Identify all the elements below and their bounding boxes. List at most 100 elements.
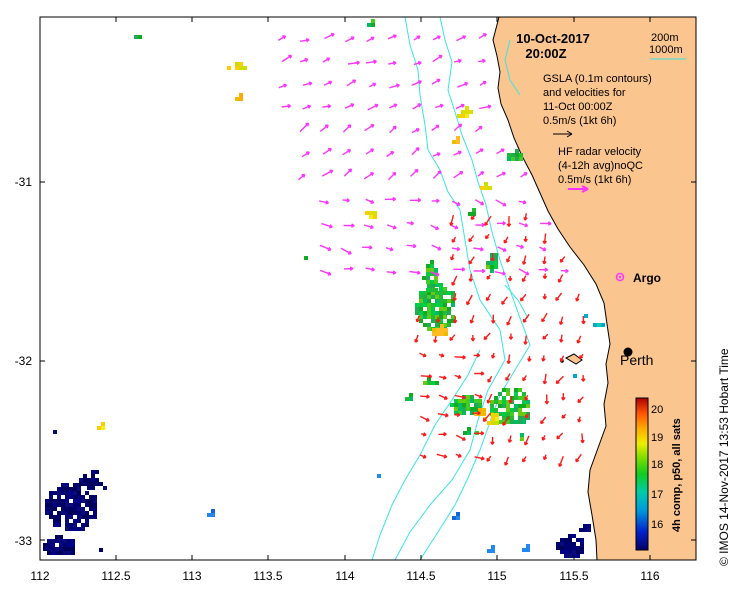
sst-pixel xyxy=(506,388,510,392)
radar-arrow xyxy=(278,83,288,89)
radar-arrow xyxy=(406,243,417,249)
sst-pixel xyxy=(431,291,435,295)
radar-arrow xyxy=(299,57,309,63)
sst-pixel xyxy=(526,544,530,548)
sst-pixel xyxy=(49,515,53,519)
sst-pixel xyxy=(502,396,506,400)
sst-pixel xyxy=(522,392,526,396)
sst-pixel xyxy=(495,413,499,417)
sst-pixel xyxy=(53,515,57,519)
sst-pixel xyxy=(57,523,61,527)
sst-pixel xyxy=(419,315,423,319)
bathymetry-contours xyxy=(371,17,531,560)
colorbar-tick-label: 20 xyxy=(651,404,663,416)
model-arrow xyxy=(577,396,584,404)
model-arrow xyxy=(473,353,481,358)
contour-200m-label: 200m xyxy=(651,32,679,44)
hf-legend-line: HF radar velocity xyxy=(558,146,642,158)
sst-pixel xyxy=(576,546,580,550)
sst-pixel xyxy=(435,315,439,319)
radar-arrow xyxy=(411,80,422,87)
radar-arrow xyxy=(413,35,421,41)
perth-label: Perth xyxy=(620,352,653,368)
sst-pixel xyxy=(65,499,69,503)
y-tick-label: -32 xyxy=(15,354,33,368)
sst-pixel xyxy=(432,332,436,336)
model-arrow xyxy=(470,334,476,342)
model-arrow xyxy=(579,353,584,360)
model-arrow xyxy=(577,416,582,423)
sst-pixel xyxy=(514,392,518,396)
sst-pixel xyxy=(434,288,438,292)
sst-pixel xyxy=(568,534,572,538)
sst-pixel xyxy=(89,495,93,499)
sst-pixel xyxy=(494,257,498,261)
sst-pixel xyxy=(440,328,444,332)
sst-pixel xyxy=(510,420,514,424)
model-arrow xyxy=(482,412,492,422)
sst-pixel xyxy=(470,399,474,403)
y-tick-label: -31 xyxy=(15,175,33,189)
sst-pixel xyxy=(55,535,59,539)
model-arrow xyxy=(419,454,427,459)
sst-pixel xyxy=(564,542,568,546)
sst-pixel xyxy=(462,411,466,415)
model-arrow xyxy=(466,294,473,306)
sst-pixel xyxy=(454,411,458,415)
sst-pixel xyxy=(494,265,498,269)
radar-arrow xyxy=(389,103,398,109)
hf-legend-line: 0.5m/s (1kt 6h) xyxy=(558,174,631,186)
radar-arrow xyxy=(389,125,397,134)
axis-ticks xyxy=(39,17,696,560)
sst-pixel xyxy=(63,543,67,547)
radar-arrow xyxy=(366,59,377,65)
sst-pixel xyxy=(49,499,53,503)
sst-pixel xyxy=(518,388,522,392)
sst-pixel xyxy=(57,515,61,519)
sst-pixel xyxy=(91,486,95,490)
sst-pixel xyxy=(77,511,81,515)
radar-arrow xyxy=(518,268,530,276)
model-arrow xyxy=(436,453,448,459)
sst-pixel xyxy=(419,303,423,307)
sst-pixel xyxy=(427,377,431,381)
sst-pixel xyxy=(69,527,73,531)
sst-pixel xyxy=(515,153,519,157)
sst-pixel xyxy=(45,499,49,503)
sst-pixel xyxy=(568,546,572,550)
sst-pixel xyxy=(494,261,498,265)
radar-arrow xyxy=(494,271,506,276)
sst-pixel xyxy=(439,303,443,307)
sst-pixel xyxy=(426,272,430,276)
contour-1000m-label: 1000m xyxy=(649,44,683,56)
sst-pixel xyxy=(239,97,243,101)
sst-pixel xyxy=(81,515,85,519)
sst-pixel xyxy=(506,392,510,396)
model-arrow xyxy=(506,216,512,227)
sst-pixel xyxy=(583,524,587,528)
sst-pixel xyxy=(456,140,460,144)
sst-pixel xyxy=(506,412,510,416)
sst-pixel xyxy=(243,66,247,70)
sst-pixel xyxy=(57,519,61,523)
model-arrow xyxy=(452,316,458,324)
sst-pixel xyxy=(467,427,471,431)
gsla-legend-line: 0.5m/s (1kt 6h) xyxy=(543,115,616,127)
radar-arrow xyxy=(473,268,486,274)
sst-pixel xyxy=(447,291,451,295)
sst-pixel xyxy=(427,283,431,287)
sst-pixel xyxy=(568,554,572,558)
sst-pixel xyxy=(426,276,430,280)
x-tick-label: 114 xyxy=(335,569,354,583)
colorbar-tick-label: 18 xyxy=(651,459,663,471)
sst-pixel xyxy=(431,303,435,307)
radar-arrow xyxy=(367,103,379,111)
sst-pixel xyxy=(61,511,65,515)
sst-pixel xyxy=(63,539,67,543)
sst-pixel xyxy=(81,511,85,515)
sst-pixel xyxy=(95,470,99,474)
sst-pixel xyxy=(514,396,518,400)
sst-pixel xyxy=(520,437,524,441)
sst-pixel xyxy=(83,482,87,486)
sst-pixel xyxy=(73,487,77,491)
